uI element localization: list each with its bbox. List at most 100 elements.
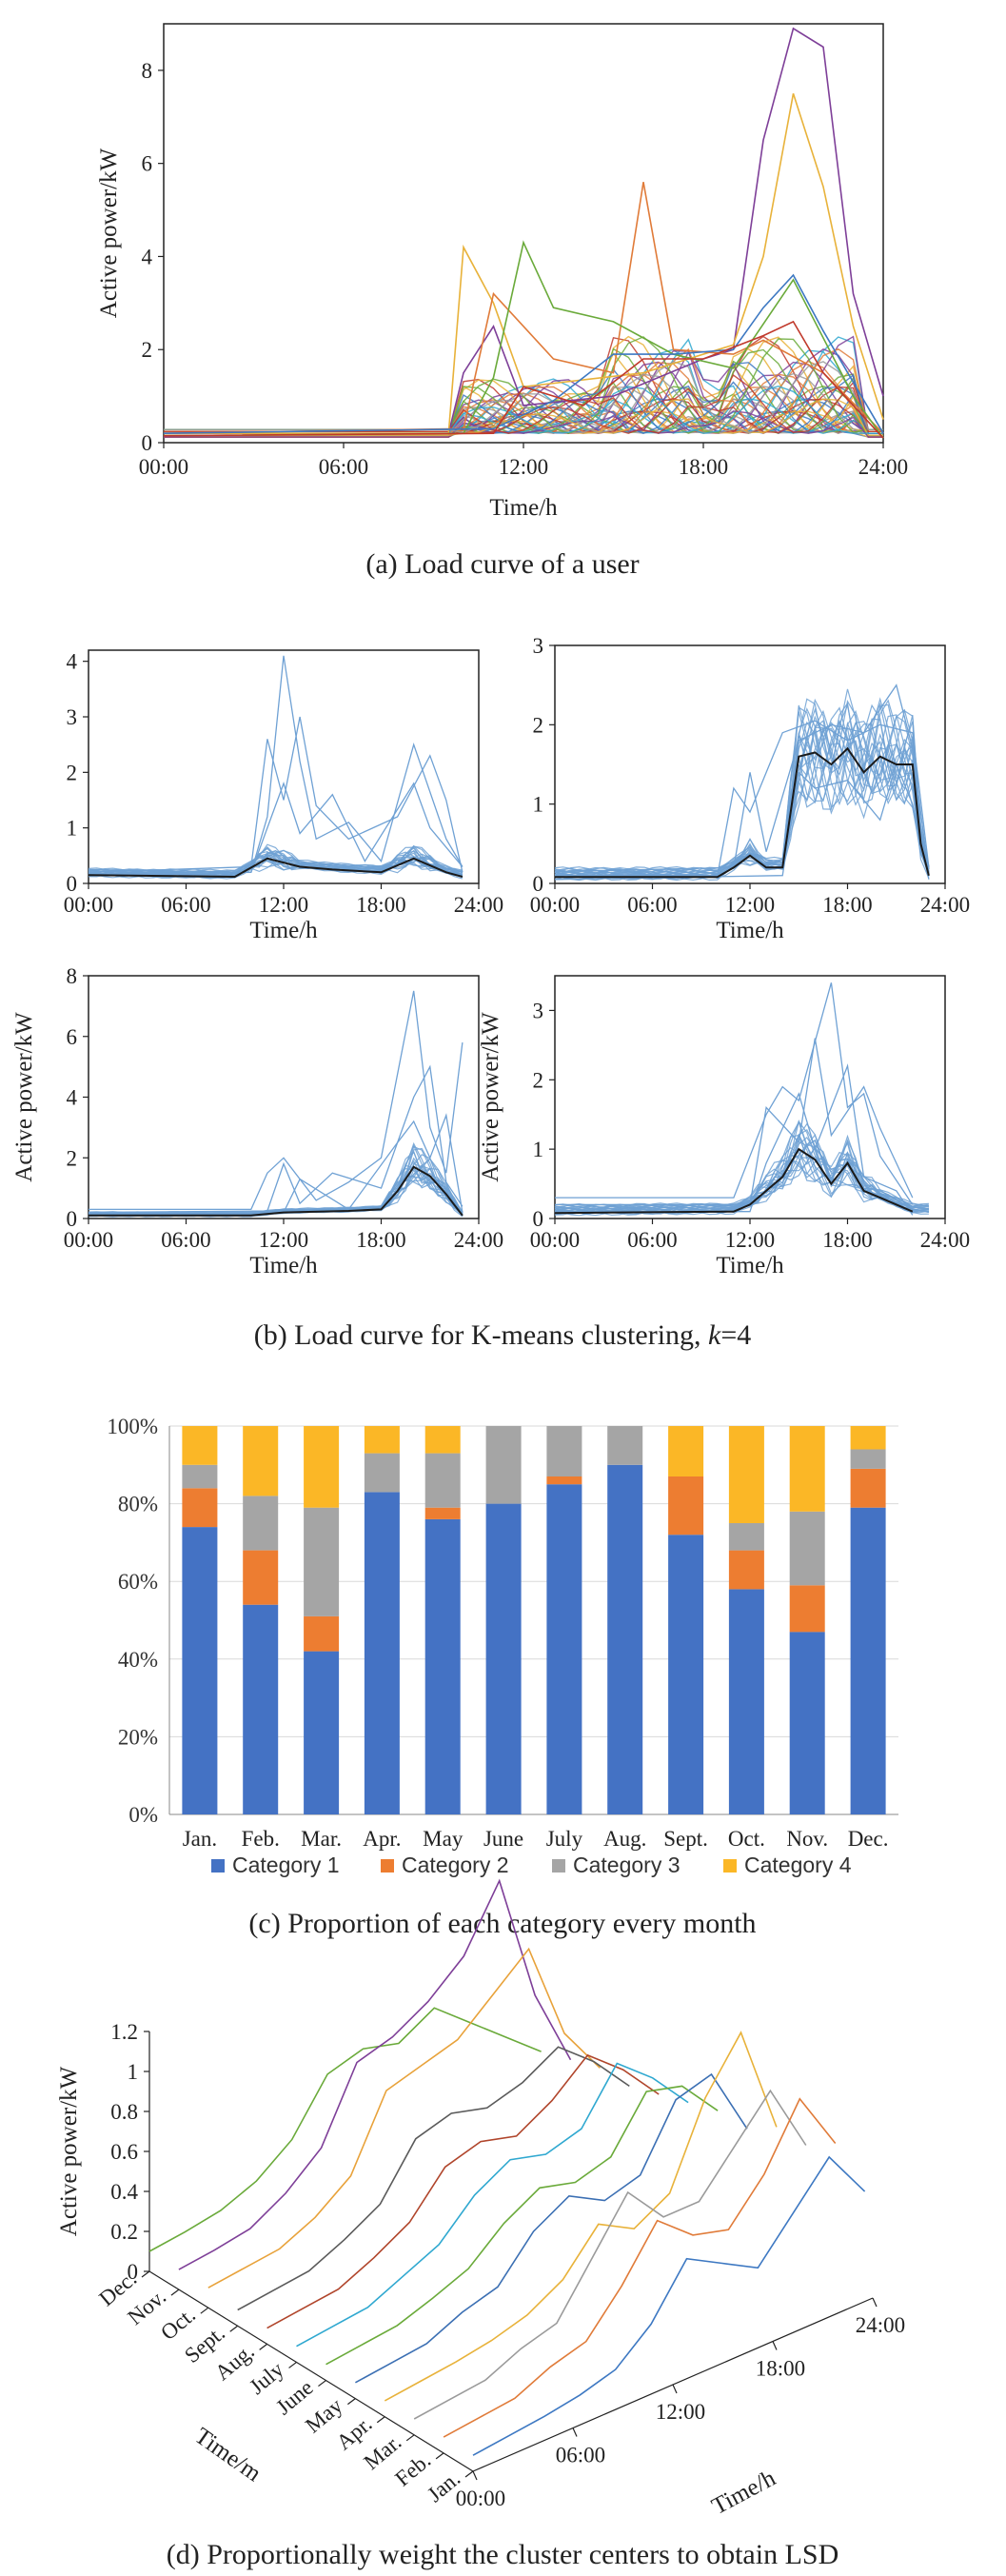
panel-b-xtick-label: 00:00 [64,893,113,917]
panel-c-legend-label: Category 3 [573,1853,681,1877]
panel-b-sample-line [88,847,464,875]
panel-b-xlabel: Time/h [249,918,318,943]
panel-c-bar-segment [182,1488,218,1528]
panel-c-xtick-label: Aug. [603,1827,646,1851]
panel-d-time-tick-mark [572,2427,578,2437]
panel-c-bar-segment [182,1464,218,1489]
panel-a-series-line [163,273,884,434]
panel-c-bar-segment [607,1426,643,1465]
panel-c-ytick-label: 40% [118,1648,158,1672]
panel-b-caption: (b) Load curve for K-means clustering, k… [254,1319,752,1351]
panel-b-sample-line [554,684,930,876]
panel-c-xtick-label: June [483,1827,523,1851]
panel-d-ztick-label: 0.2 [110,2220,138,2244]
panel-d-ztick-label: 0.6 [110,2140,138,2164]
panel-b-xtick-label: 24:00 [920,893,970,917]
panel-a-ytick-label: 2 [142,338,153,362]
panel-d-month-line [178,1878,572,2270]
panel-b-xtick-label: 06:00 [627,893,677,917]
panel-d-month-tick-mark [435,2452,444,2460]
panel-b-ytick-label: 2 [533,1068,544,1092]
panel-c-ytick-label: 80% [118,1493,158,1516]
panel-d-month-line [325,2085,719,2366]
panel-b-xlabel: Time/h [249,1253,318,1278]
panel-c-bar-segment [546,1476,582,1485]
panel-b-ytick-label: 1 [533,793,544,817]
panel-d-month-tick-mark [347,2398,356,2406]
panel-b-xtick-label: 00:00 [64,1228,113,1252]
panel-b-xtick-label: 06:00 [161,1228,210,1252]
panel-b-sample-line [88,1158,464,1216]
panel-d-month-tick-mark [229,2325,239,2332]
panel-c-ytick-label: 0% [128,1803,158,1827]
panel-b-xtick-label: 18:00 [356,1228,405,1252]
panel-d-month-tick-mark [464,2470,474,2478]
panel-b-ytick-label: 4 [67,650,78,674]
panel-c-xtick-label: Sept. [663,1827,708,1851]
panel-c-bar-segment [485,1503,522,1814]
panel-b-sample-line [555,720,930,877]
panel-b-cluster-center-line [555,746,930,879]
panel-a-series-line [163,240,884,439]
panel-d-month-axis [148,2270,474,2472]
panel-c-bar-segment [243,1550,279,1605]
panel-b-ylabel: Active power/kW [478,1012,503,1182]
panel-c-xtick-label: Mar. [301,1827,342,1851]
panel-d-month-tick-mark [170,2289,180,2296]
panel-a-ytick-label: 8 [142,59,153,83]
panel-b-cluster-center-line [89,1165,464,1217]
panel-a-xtick-label: 00:00 [139,455,188,479]
panel-b-cluster-center-line [88,857,464,879]
panel-b-plot-frame [88,975,480,1219]
panel-c-bar-segment [424,1507,461,1519]
panel-d-month-line [266,2053,660,2329]
panel-c-bar-segment [304,1507,340,1616]
panel-d-time-tick-label: 00:00 [456,2487,505,2510]
panel-b-ytick-label: 1 [67,817,78,841]
panel-d-ztick-label: 1.2 [110,2020,138,2044]
panel-b-xtick-label: 06:00 [161,893,210,917]
panel-c-xtick-label: Jan. [183,1827,217,1851]
panel-d-time-tick-mark [872,2297,878,2308]
panel-c-bar-segment [424,1518,461,1814]
panel-c-bar-segment [850,1426,886,1450]
panel-d-xlabel: Time/h [708,2465,780,2520]
panel-b-sample-line [88,716,464,873]
panel-d-ztick-label: 1 [128,2060,139,2084]
panel-b-xtick-label: 24:00 [920,1228,970,1252]
panel-d-month-line [148,2007,542,2252]
panel-c-chart: 0% 20% 40% 60% 80% 100% Jan. Feb. Mar. Apr. May Ju… [107,1415,898,1939]
panel-c-legend-label: Category 1 [232,1853,340,1877]
panel-b-ytick-label: 0 [67,1207,78,1231]
panel-d-month-line [384,2031,778,2402]
panel-a-xtick-label: 12:00 [499,455,548,479]
panel-d-month-line [237,2046,630,2311]
panel-b-xtick-label: 06:00 [627,1228,677,1252]
panel-d-time-tick-label: 06:00 [556,2444,605,2467]
panel-b-xtick-label: 00:00 [530,1228,580,1252]
panel-a-xlabel: Time/h [489,495,558,521]
panel-b-plot-frame [554,975,946,1219]
panel-a-caption: (a) Load curve of a user [365,548,639,580]
panel-d-month-line [472,2155,866,2456]
panel-d-time-tick-mark [672,2384,678,2394]
panel-b-ytick-label: 3 [533,999,544,1022]
panel-c-ytick-label: 60% [118,1570,158,1594]
panel-b-ytick-label: 3 [533,634,544,658]
panel-c-xtick-label: Oct. [728,1827,765,1851]
panel-b-ytick-label: 0 [533,1207,544,1231]
panel-c-bar-segment [789,1632,825,1814]
panel-b-sample-line [88,1150,464,1215]
panel-c-bar-segment [789,1426,825,1512]
panel-d-time-tick-label: 18:00 [756,2357,805,2381]
panel-c-bar-segment [728,1523,764,1551]
panel-c-legend-swatch [723,1859,737,1873]
panel-d-month-tick-mark [405,2434,415,2442]
panel-b-ytick-label: 2 [67,761,78,784]
panel-a-background-series [164,410,883,438]
panel-b-ytick-label: 6 [67,1025,78,1049]
panel-b-xlabel: Time/h [716,918,784,943]
panel-b-ytick-label: 2 [67,1146,78,1170]
panel-b-xlabel: Time/h [716,1253,784,1278]
